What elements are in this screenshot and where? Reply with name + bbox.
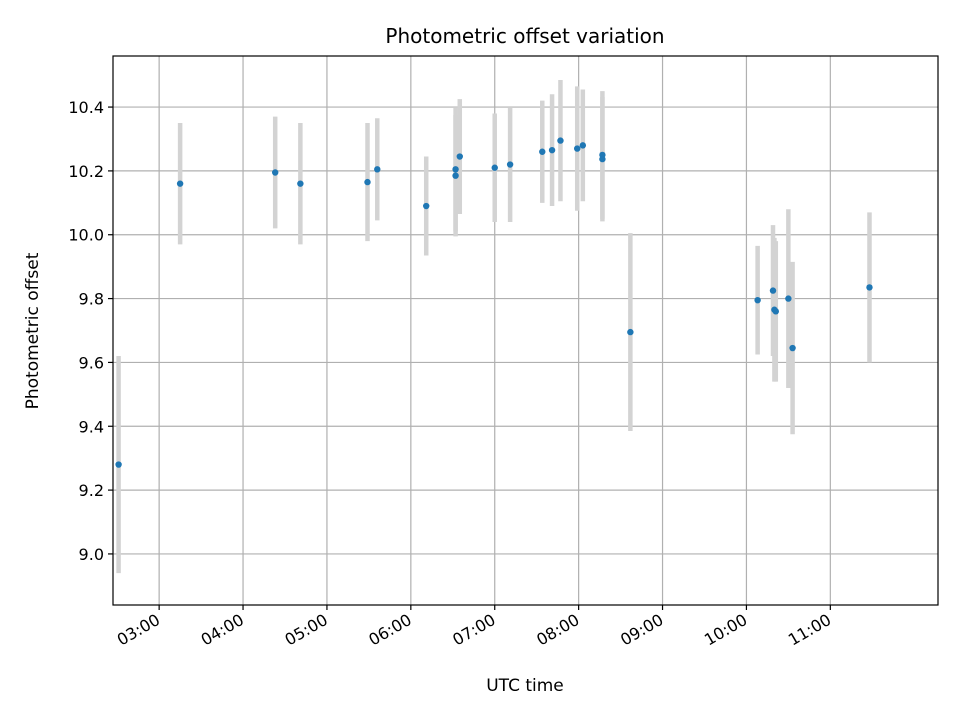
y-tick-label: 9.2: [79, 481, 104, 500]
data-point: [374, 166, 380, 172]
x-tick-label: 05:00: [282, 610, 331, 650]
data-point: [492, 165, 498, 171]
data-point: [364, 179, 370, 185]
y-tick-label: 9.0: [79, 545, 104, 564]
data-point: [574, 145, 580, 151]
x-tick-label: 11:00: [785, 610, 834, 650]
data-point: [789, 345, 795, 351]
y-axis-ticks: 9.0 9.2 9.4 9.6 9.8 10.0 10.2 10.4: [68, 98, 113, 564]
data-point: [599, 156, 605, 162]
data-point: [539, 149, 545, 155]
data-point: [457, 153, 463, 159]
x-tick-label: 07:00: [449, 610, 498, 650]
data-point: [549, 147, 555, 153]
data-point: [272, 169, 278, 175]
x-axis-label: UTC time: [486, 676, 564, 696]
x-tick-label: 09:00: [617, 610, 666, 650]
data-point: [115, 461, 121, 467]
data-point: [627, 329, 633, 335]
chart-title: Photometric offset variation: [385, 24, 664, 48]
y-tick-label: 9.8: [79, 290, 104, 309]
y-tick-label: 10.0: [68, 226, 104, 245]
y-tick-label: 10.4: [68, 98, 104, 117]
data-point: [423, 203, 429, 209]
data-point: [507, 161, 513, 167]
data-point: [785, 295, 791, 301]
data-point: [297, 180, 303, 186]
data-point: [770, 287, 776, 293]
plot-frame: [113, 56, 938, 605]
y-axis-label: Photometric offset: [23, 252, 43, 409]
data-point: [580, 142, 586, 148]
data-point: [452, 166, 458, 172]
error-bars: [119, 80, 870, 573]
y-tick-label: 9.6: [79, 353, 104, 372]
data-point: [452, 172, 458, 178]
data-point: [754, 297, 760, 303]
data-point: [177, 180, 183, 186]
data-point: [557, 137, 563, 143]
data-point: [866, 284, 872, 290]
y-tick-label: 9.4: [79, 417, 104, 436]
grid: [113, 56, 938, 605]
data-point: [773, 308, 779, 314]
y-tick-label: 10.2: [68, 162, 104, 181]
x-tick-label: 06:00: [365, 610, 414, 650]
x-tick-label: 03:00: [114, 610, 163, 650]
x-axis-ticks: 03:00 04:00 05:00 06:00 07:00 08:00 09:00 10:00…: [114, 605, 835, 650]
x-tick-label: 08:00: [533, 610, 582, 650]
x-tick-label: 10:00: [701, 610, 750, 650]
x-tick-label: 04:00: [198, 610, 247, 650]
